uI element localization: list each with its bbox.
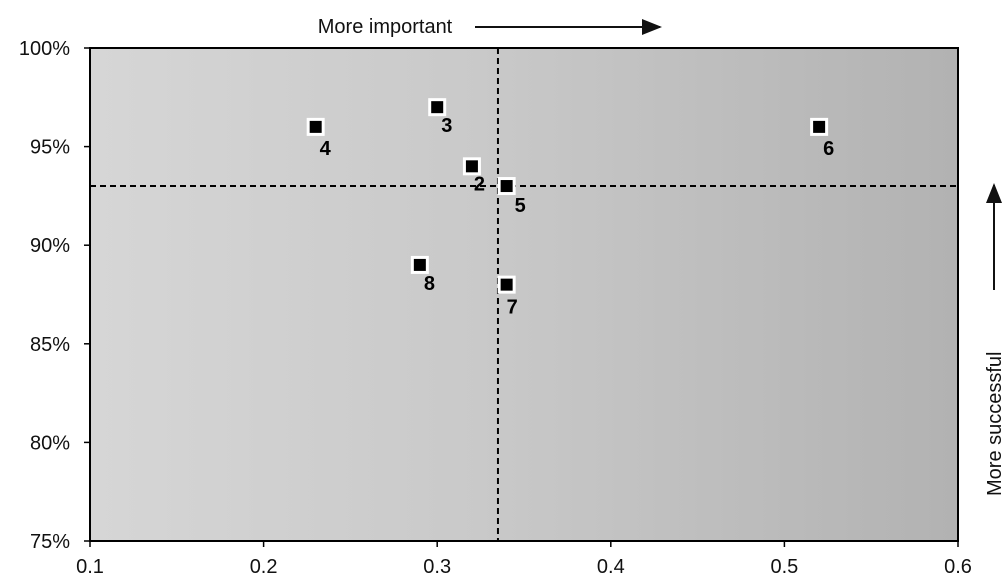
point-label: 7 — [507, 297, 518, 319]
y-direction-annotation: More successful — [984, 352, 1004, 497]
y-tick-label: 100% — [19, 38, 70, 60]
x-tick-label: 0.1 — [76, 556, 104, 578]
point-marker — [813, 120, 826, 133]
x-tick-label: 0.5 — [770, 556, 798, 578]
reference-lines — [90, 48, 958, 541]
y-tick-label: 95% — [30, 137, 70, 159]
x-tick-label: 0.6 — [944, 556, 972, 578]
x-tick-label: 0.2 — [250, 556, 278, 578]
point-label: 8 — [424, 273, 435, 295]
point-label: 2 — [474, 173, 485, 195]
data-points: 2 3 4 5 6 7 8 — [306, 98, 834, 319]
y-tick-label: 90% — [30, 235, 70, 257]
point-marker — [309, 120, 322, 133]
x-direction-annotation: More important — [318, 16, 453, 38]
x-axis-ticks: 0.1 0.2 0.3 0.4 0.5 0.6 — [76, 541, 972, 578]
point-marker — [500, 180, 513, 193]
y-tick-label: 75% — [30, 531, 70, 553]
x-tick-label: 0.4 — [597, 556, 625, 578]
point-label: 6 — [823, 138, 834, 160]
x-tick-label: 0.3 — [423, 556, 451, 578]
point-marker — [413, 258, 426, 271]
y-axis-ticks: 75% 80% 85% 90% 95% 100% — [19, 38, 90, 553]
point-label: 5 — [515, 195, 526, 217]
y-tick-label: 80% — [30, 432, 70, 454]
point-label: 3 — [441, 115, 452, 137]
y-tick-label: 85% — [30, 334, 70, 356]
point-label: 4 — [320, 138, 332, 160]
point-marker — [500, 278, 513, 291]
point-marker — [465, 160, 478, 173]
point-marker — [431, 101, 444, 114]
